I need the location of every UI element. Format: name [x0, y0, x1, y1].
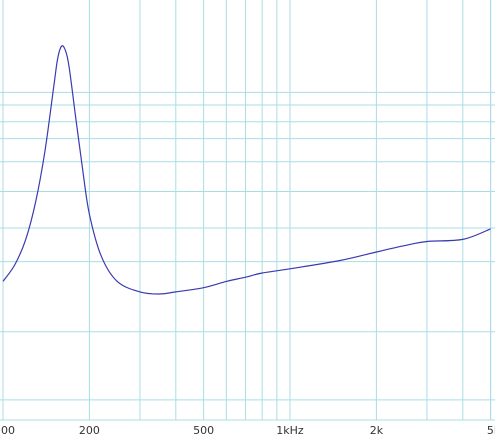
x-tick-label: 5k: [487, 424, 495, 437]
x-tick-label: 00: [1, 424, 15, 437]
x-tick-label: 1kHz: [276, 424, 304, 437]
grid: [0, 0, 495, 421]
series-line-0: [2, 45, 491, 295]
x-tick-label: 200: [79, 424, 100, 437]
x-tick-label: 2k: [370, 424, 384, 437]
series-layer: [2, 45, 491, 295]
x-tick-labels: 00 200 500 1kHz 2k 5k: [1, 424, 495, 437]
x-tick-label: 500: [193, 424, 214, 437]
